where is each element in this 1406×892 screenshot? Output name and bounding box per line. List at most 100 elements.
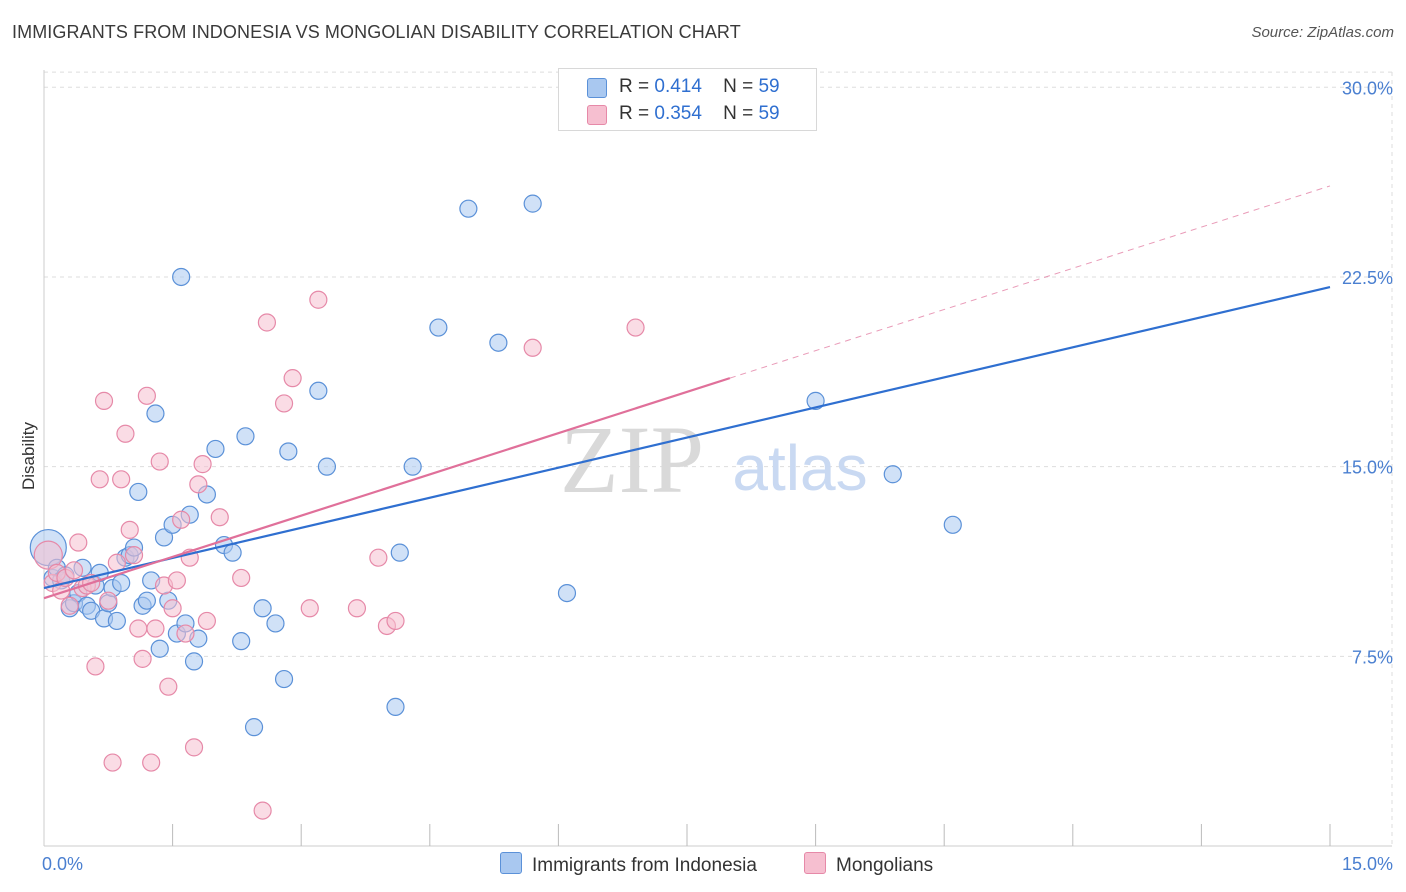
- legend-swatch-blue: [587, 78, 607, 98]
- axis-ticks: [172, 824, 1331, 846]
- data-point: [184, 738, 204, 757]
- y-axis-title: Disability: [19, 421, 38, 490]
- data-point: [806, 391, 825, 410]
- data-point: [274, 394, 294, 413]
- trend-line-indonesia: [43, 286, 1331, 590]
- data-point: [146, 619, 165, 638]
- stats-legend: R = 0.414 N = 59 R = 0.354 N = 59: [558, 68, 817, 131]
- data-point: [232, 632, 251, 651]
- legend-n-value: 59: [758, 103, 780, 124]
- trend-line-mongolians: [43, 377, 731, 600]
- data-point: [112, 573, 131, 593]
- data-point: [129, 482, 148, 502]
- bottom-legend-swatch-pink: [804, 852, 826, 874]
- legend-n-label: N =: [723, 76, 754, 97]
- data-point: [154, 528, 174, 547]
- watermark: ZIP atlas: [560, 406, 868, 513]
- legend-r-label: R =: [619, 103, 650, 124]
- data-point: [150, 639, 169, 658]
- data-point: [86, 657, 105, 676]
- source-label: Source: ZipAtlas.com: [1251, 24, 1394, 41]
- data-point: [523, 194, 542, 213]
- bottom-legend-swatch-blue: [500, 852, 522, 874]
- data-point: [626, 318, 645, 337]
- data-point: [943, 515, 962, 534]
- data-point: [253, 801, 272, 820]
- data-point: [107, 611, 126, 631]
- data-point: [309, 381, 328, 400]
- data-point: [64, 561, 84, 580]
- data-point: [176, 624, 195, 643]
- legend-r-label: R =: [619, 76, 650, 97]
- data-point: [557, 583, 577, 603]
- data-point: [116, 424, 135, 443]
- data-point: [142, 753, 161, 772]
- y-tick-label: 30.0%: [1342, 78, 1393, 98]
- legend-n-value: 59: [758, 76, 780, 97]
- data-point: [523, 338, 542, 357]
- y-tick-label: 22.5%: [1342, 268, 1393, 288]
- data-point: [403, 457, 422, 476]
- trend-lines: [43, 185, 1331, 600]
- data-point: [33, 540, 63, 570]
- data-point: [236, 427, 255, 446]
- data-point: [124, 546, 144, 565]
- watermark-zip: ZIP: [560, 406, 704, 513]
- data-point: [172, 510, 191, 529]
- data-point: [883, 465, 902, 484]
- data-point: [489, 333, 508, 352]
- data-point: [90, 470, 109, 489]
- data-point: [167, 571, 186, 590]
- data-point: [347, 599, 367, 618]
- y-axis-labels: 7.5% 15.0% 22.5% 30.0%: [1342, 78, 1393, 667]
- x-tick-label: 0.0%: [42, 854, 83, 874]
- data-point: [300, 599, 319, 618]
- data-point: [120, 520, 139, 539]
- data-point: [232, 568, 251, 588]
- data-point: [369, 548, 388, 567]
- y-tick-label: 7.5%: [1352, 647, 1393, 667]
- data-point: [266, 614, 285, 633]
- data-point: [283, 369, 302, 388]
- data-point: [197, 611, 216, 631]
- data-point: [150, 452, 169, 471]
- data-point: [163, 599, 182, 618]
- data-point: [317, 457, 337, 476]
- data-point: [257, 313, 277, 332]
- x-axis-labels: 0.0% 15.0%: [42, 854, 1393, 874]
- data-point: [210, 508, 229, 527]
- bottom-legend-label: Mongolians: [836, 855, 934, 876]
- data-point: [193, 455, 212, 474]
- data-point: [309, 290, 328, 309]
- data-point: [459, 199, 478, 218]
- data-point: [159, 677, 178, 696]
- data-point: [279, 442, 298, 461]
- data-point: [69, 533, 88, 552]
- data-point: [429, 318, 448, 337]
- data-point: [133, 649, 152, 668]
- series-mongolians-points: [33, 290, 645, 820]
- data-point: [94, 391, 114, 410]
- data-point: [390, 543, 409, 562]
- bottom-legend-mongolians: Mongolians: [804, 852, 933, 877]
- data-point: [172, 267, 191, 287]
- data-point: [189, 475, 208, 494]
- data-point: [206, 439, 225, 459]
- watermark-atlas: atlas: [732, 432, 867, 504]
- chart-title: IMMIGRANTS FROM INDONESIA VS MONGOLIAN D…: [12, 22, 741, 42]
- bottom-legend-indonesia: Immigrants from Indonesia: [500, 852, 757, 877]
- data-point: [137, 591, 156, 610]
- data-point: [386, 697, 405, 717]
- data-point: [112, 470, 131, 489]
- legend-n-label: N =: [723, 103, 754, 124]
- data-point: [274, 669, 294, 689]
- data-point: [129, 619, 148, 638]
- legend-r-value: 0.414: [654, 76, 702, 97]
- x-tick-label: 15.0%: [1342, 854, 1393, 874]
- data-point: [99, 591, 118, 610]
- data-point: [146, 404, 165, 423]
- data-point: [60, 596, 79, 615]
- y-tick-label: 15.0%: [1342, 458, 1393, 478]
- data-point: [137, 386, 156, 405]
